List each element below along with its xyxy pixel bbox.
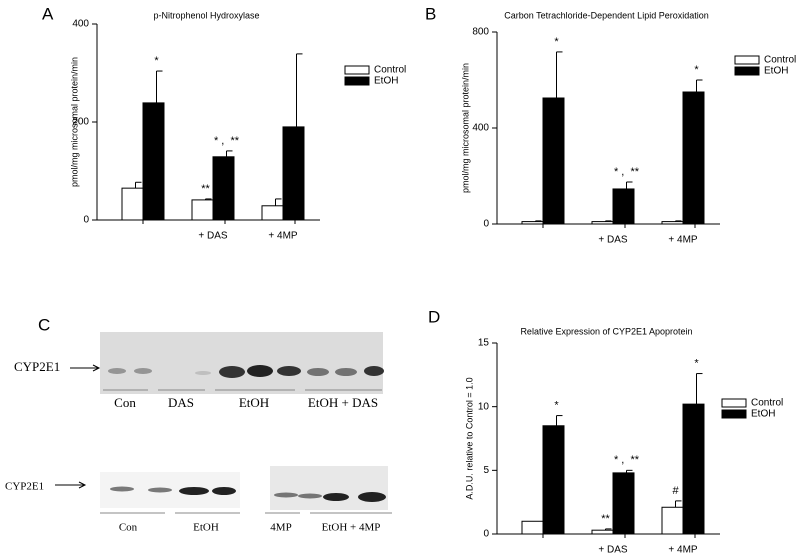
significance-mark: * , ** xyxy=(214,135,240,147)
lane-label: EtOH + 4MP xyxy=(322,522,381,534)
y-tick-label: 0 xyxy=(483,529,489,540)
lane-label: DAS xyxy=(168,395,194,410)
x-tick-label: + DAS xyxy=(198,231,228,242)
bar xyxy=(542,97,565,225)
bar xyxy=(612,472,635,535)
chart-title: p-Nitrophenol Hydroxylase xyxy=(153,10,259,20)
y-tick-label: 15 xyxy=(478,338,490,349)
lane-label: Con xyxy=(119,522,138,534)
y-tick-label: 400 xyxy=(72,19,89,30)
y-tick-label: 0 xyxy=(483,219,489,230)
chart-title: Carbon Tetrachloride-Dependent Lipid Per… xyxy=(504,10,708,20)
arrow-head xyxy=(92,364,101,372)
significance-mark: * xyxy=(694,357,699,369)
bar xyxy=(661,506,684,535)
chart-title: Relative Expression of CYP2E1 Apoprotein xyxy=(520,326,692,336)
bar xyxy=(661,221,684,225)
legend-swatch xyxy=(344,76,370,86)
lane-label: EtOH xyxy=(193,522,219,534)
y-tick-label: 10 xyxy=(478,401,490,412)
panel-letter: C xyxy=(38,315,50,334)
lane-label: EtOH + DAS xyxy=(308,395,378,410)
legend-swatch xyxy=(344,65,370,75)
bar xyxy=(682,403,705,535)
significance-mark: * , ** xyxy=(614,166,640,178)
bar xyxy=(282,126,305,221)
bar xyxy=(542,425,565,535)
legend-label: EtOH xyxy=(764,66,788,77)
bar xyxy=(521,520,544,535)
blot-bands xyxy=(110,486,386,502)
bar xyxy=(591,221,614,225)
x-tick-label: + 4MP xyxy=(668,235,698,246)
panel-letter: A xyxy=(42,4,54,23)
legend-swatch xyxy=(721,409,747,419)
y-tick-label: 800 xyxy=(472,27,489,38)
significance-mark: * xyxy=(554,399,559,411)
bar xyxy=(591,529,614,535)
lane-label: EtOH xyxy=(239,395,269,410)
significance-mark: ** xyxy=(601,513,610,525)
legend-label: Control xyxy=(764,55,796,66)
protein-label: CYP2E1 xyxy=(14,359,60,374)
x-tick-label: + DAS xyxy=(598,545,628,556)
panel-letter: B xyxy=(425,4,436,23)
x-tick-label: + 4MP xyxy=(268,231,298,242)
arrow-head xyxy=(78,481,87,489)
legend-swatch xyxy=(721,398,747,408)
x-tick-label: + DAS xyxy=(598,235,628,246)
bar xyxy=(142,102,165,221)
legend-label: Control xyxy=(751,398,783,409)
lane-label: 4MP xyxy=(270,522,291,534)
legend-swatch xyxy=(734,66,760,76)
significance-mark: * xyxy=(694,64,699,76)
blot-bands xyxy=(108,365,384,378)
bar xyxy=(612,188,635,225)
legend-label: EtOH xyxy=(374,76,398,87)
y-tick-label: 200 xyxy=(72,117,89,128)
x-tick-label: + 4MP xyxy=(668,545,698,556)
blot-membrane xyxy=(270,466,388,510)
blot-membrane xyxy=(100,332,383,394)
y-tick-label: 5 xyxy=(483,465,489,476)
significance-mark: * xyxy=(554,36,559,48)
significance-mark: * , ** xyxy=(614,454,640,466)
legend-swatch xyxy=(734,55,760,65)
bar xyxy=(261,205,284,221)
bar xyxy=(682,91,705,225)
bar xyxy=(521,221,544,225)
legend-label: Control xyxy=(374,65,406,76)
legend-label: EtOH xyxy=(751,409,775,420)
panel-letter: D xyxy=(428,307,440,326)
protein-label: CYP2E1 xyxy=(5,481,44,493)
significance-mark: * xyxy=(154,55,159,67)
y-axis-label: A.D.U. relative to Control = 1.0 xyxy=(464,377,474,499)
bar xyxy=(212,156,235,221)
y-axis-label: pmol/mg microsomal protein/min xyxy=(460,63,470,193)
significance-mark: ** xyxy=(201,183,210,195)
y-tick-label: 0 xyxy=(83,215,89,226)
y-tick-label: 400 xyxy=(472,123,489,134)
significance-mark: # xyxy=(672,485,679,497)
bar xyxy=(191,199,214,221)
y-axis-label: pmol/mg microsomal protein/min xyxy=(69,57,79,187)
lane-label: Con xyxy=(114,395,136,410)
bar xyxy=(121,187,144,221)
